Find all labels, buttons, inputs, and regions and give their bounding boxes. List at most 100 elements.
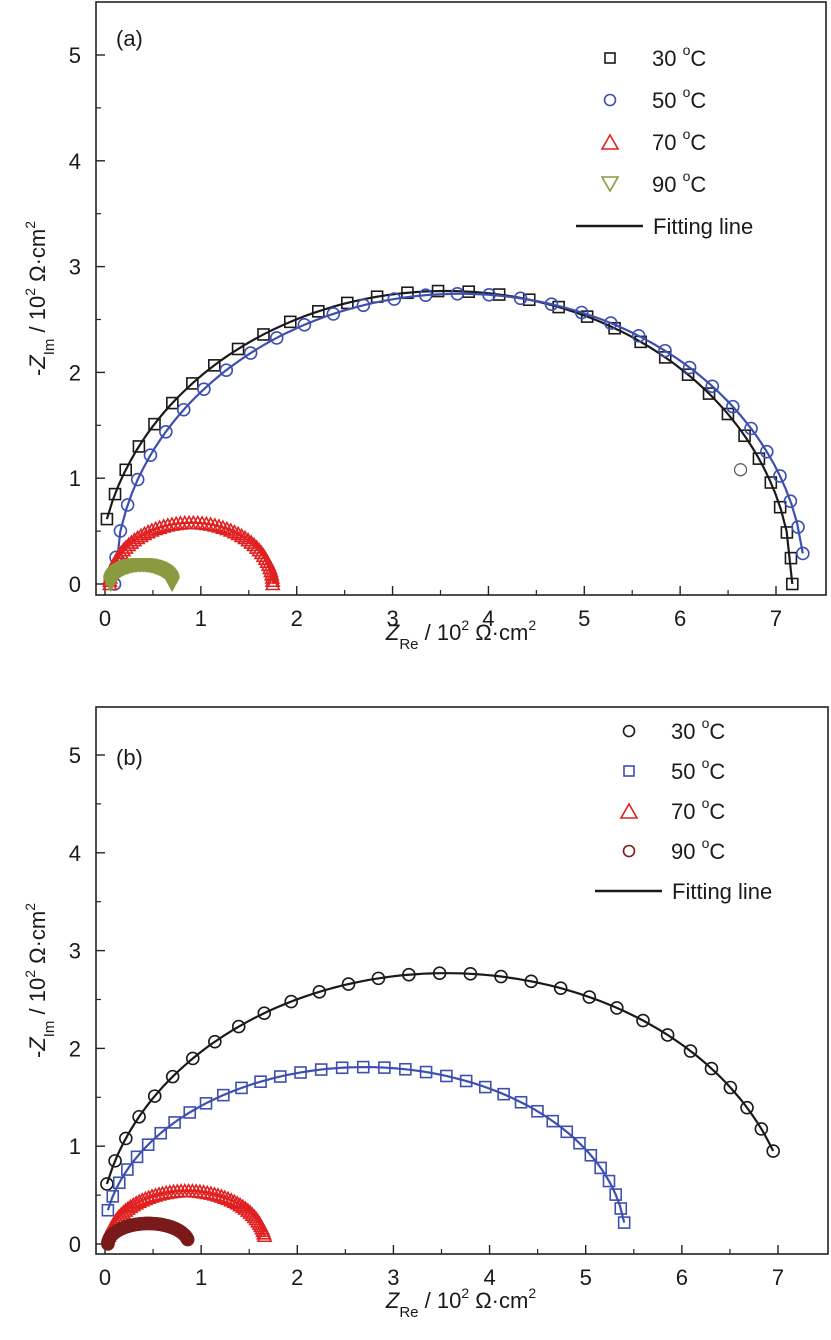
x-tick-label: 1 (195, 1265, 207, 1290)
data-point (478, 1080, 492, 1094)
data-point (113, 524, 128, 538)
data-point (431, 284, 445, 298)
legend-marker (622, 724, 636, 738)
data-point (269, 331, 284, 345)
x-axis-label: ZRe / 102 Ω·cm2 (385, 617, 536, 653)
data-point (631, 329, 646, 343)
data-point (229, 1195, 246, 1210)
data-point (766, 1144, 780, 1158)
data-point (137, 1190, 154, 1206)
data-point (216, 1189, 233, 1204)
legend-item: 70 oC (600, 126, 706, 155)
data-point (702, 387, 716, 400)
data-point (283, 315, 297, 329)
plot-frame (95, 1, 827, 596)
data-point (219, 520, 235, 536)
data-point (120, 498, 135, 512)
fitting-line (113, 292, 804, 585)
legend-item: 90 oC (600, 168, 706, 197)
data-point (723, 1080, 738, 1095)
x-tick-label: 5 (580, 1265, 592, 1290)
data-point (159, 517, 176, 532)
data-point (497, 1087, 510, 1101)
x-tick-label: 7 (770, 606, 782, 631)
data-point (159, 424, 173, 439)
legend-marker (622, 844, 636, 858)
data-point (531, 1104, 544, 1118)
data-point (356, 298, 371, 313)
data-point (211, 518, 227, 533)
data-point (243, 534, 259, 549)
data-point (660, 1028, 675, 1042)
x-tick-label: 6 (674, 606, 686, 631)
data-point (202, 516, 219, 531)
data-point (371, 971, 386, 986)
x-tick-label: 7 (772, 1265, 784, 1290)
legend-item: Fitting line (595, 879, 772, 904)
data-point (573, 1136, 586, 1150)
series-50C (107, 286, 810, 591)
x-tick-label: 0 (99, 1265, 111, 1290)
legend-marker (603, 93, 617, 107)
data-point (418, 288, 433, 302)
x-tick-label: 1 (195, 606, 207, 631)
data-point (132, 440, 146, 453)
data-point (402, 967, 416, 982)
data-point (440, 1069, 453, 1083)
data-point (284, 994, 298, 1009)
panel-label: (b) (116, 745, 143, 770)
data-point (764, 476, 778, 489)
data-point (387, 292, 402, 306)
data-point (231, 1019, 246, 1034)
data-point (450, 286, 465, 301)
data-point (356, 1060, 370, 1074)
data-point (594, 1161, 607, 1175)
data-point (609, 1188, 622, 1201)
legend-label: Fitting line (672, 879, 772, 904)
data-point (546, 1114, 560, 1128)
x-tick-label: 2 (291, 606, 303, 631)
data-point (636, 1013, 650, 1028)
data-point (133, 527, 149, 543)
x-tick-label: 6 (676, 1265, 688, 1290)
y-tick-label: 2 (69, 360, 81, 385)
data-point (203, 1185, 219, 1200)
y-axis-label: -ZIm / 102 Ω·cm2 (22, 903, 58, 1058)
data-point (773, 469, 787, 483)
data-point (219, 363, 234, 378)
data-point (705, 379, 720, 394)
data-point (206, 517, 223, 532)
data-point (100, 1177, 114, 1191)
data-point (120, 536, 137, 552)
data-point (264, 575, 281, 591)
data-point (560, 1125, 574, 1139)
data-point (553, 981, 568, 996)
legend-item: 70 oC (619, 795, 725, 824)
data-point (610, 1001, 624, 1015)
data-point (740, 1100, 754, 1115)
data-point (143, 448, 158, 462)
data-point (785, 577, 799, 591)
legend-item: 50 oC (603, 84, 706, 113)
data-point (226, 1193, 243, 1209)
data-point (754, 1122, 769, 1136)
data-point (759, 444, 774, 459)
data-point (514, 1095, 528, 1109)
data-point (683, 1044, 698, 1058)
series-70C (101, 1182, 273, 1243)
legend-marker (623, 765, 635, 777)
data-point (220, 1190, 236, 1206)
data-point (681, 368, 695, 381)
legend: 30 oC 50 oC 70 oC 90 oC Fitting line (576, 42, 753, 239)
series-70C (101, 514, 281, 591)
data-point (482, 288, 496, 302)
data-point (180, 1232, 195, 1247)
legend-label: 70 oC (652, 126, 706, 155)
data-point (222, 522, 239, 537)
data-point (130, 1150, 144, 1164)
data-point (744, 421, 758, 436)
y-tick-label: 2 (69, 1036, 81, 1061)
data-point (215, 519, 231, 534)
data-point (419, 1065, 433, 1079)
data-point (704, 1061, 719, 1076)
